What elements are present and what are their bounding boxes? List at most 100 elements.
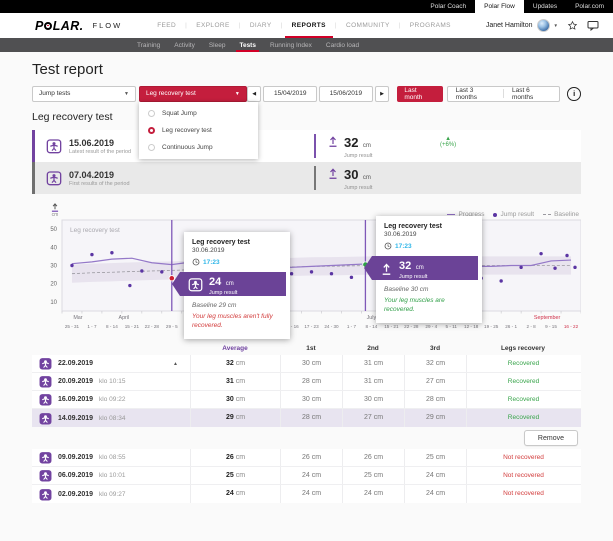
remove-button[interactable]: Remove xyxy=(523,430,578,446)
x-week-label[interactable]: 29 - 5 xyxy=(166,324,178,329)
x-week-label[interactable]: 10 - 16 xyxy=(284,324,299,329)
subnav-item-sleep[interactable]: Sleep xyxy=(208,41,226,49)
feedback-bubble-icon[interactable] xyxy=(587,20,599,31)
summary-row-first[interactable]: 07.04.2019 First results of the period 3… xyxy=(32,162,581,194)
jump-result-dot[interactable] xyxy=(565,253,569,258)
menu-item-label: Leg recovery test xyxy=(162,127,212,134)
col-legs-recovery[interactable]: Legs recovery xyxy=(500,344,546,352)
jump-result-dot[interactable] xyxy=(289,271,294,276)
menu-item-squat-jump[interactable]: Squat Jump xyxy=(139,105,258,122)
col-average[interactable]: Average xyxy=(222,344,248,352)
jump-result-dot[interactable] xyxy=(160,270,164,274)
subnav-item-tests[interactable]: Tests xyxy=(232,38,263,52)
jump-result-dot[interactable] xyxy=(70,263,74,268)
user-menu-caret-icon[interactable]: ▼ xyxy=(553,23,558,28)
next-period-button[interactable]: ▶ xyxy=(374,85,390,102)
x-week-label[interactable]: 29 - 4 xyxy=(425,324,437,329)
jump-test-icon xyxy=(46,138,62,154)
table-row[interactable]: 22.09.2019 ▲ 32 cm 30 cm 31 cm 32 cm Recovered xyxy=(32,355,581,373)
x-week-label[interactable]: 15 - 21 xyxy=(125,324,140,329)
summary-row-latest[interactable]: 15.06.2019 Latest result of the period 3… xyxy=(32,130,581,162)
jump-result-dot[interactable] xyxy=(90,252,94,257)
menu-item-continuous-jump[interactable]: Continuous Jump xyxy=(139,139,258,156)
sort-asc-icon[interactable]: ▲ xyxy=(173,360,178,367)
x-week-label[interactable]: 25 - 31 xyxy=(65,324,80,329)
nav-item-community[interactable]: COMMUNITY xyxy=(346,22,390,29)
x-week-label[interactable]: 2 - 8 xyxy=(526,324,536,329)
range-last-month-button[interactable]: Last month xyxy=(397,85,443,102)
subnav-item-activity[interactable]: Activity xyxy=(174,41,195,49)
x-week-label[interactable]: 22 - 28 xyxy=(145,324,160,329)
table-row[interactable]: 20.09.2019 klo 10:15 31 cm 28 cm 31 cm 27 cm R… xyxy=(32,373,581,391)
arrow-right-icon: ▶ xyxy=(380,90,384,97)
cell-date: 22.09.2019 ▲ xyxy=(32,355,190,372)
jump-result-dot[interactable] xyxy=(539,251,543,256)
x-week-label[interactable]: 26 - 1 xyxy=(505,324,517,329)
jump-result-dot[interactable] xyxy=(140,269,144,273)
x-week-label[interactable]: 15 - 21 xyxy=(384,324,399,329)
nav-item-reports[interactable]: REPORTS xyxy=(283,22,335,38)
table-row[interactable]: 06.09.2019 klo 10:01 25 cm 24 cm 25 cm 24 cm N… xyxy=(32,467,581,485)
x-week-label[interactable]: 24 - 30 xyxy=(324,324,339,329)
x-week-label[interactable]: 19 - 25 xyxy=(484,324,499,329)
avatar[interactable] xyxy=(536,19,550,32)
topbar-tab-polar-flow[interactable]: Polar Flow xyxy=(475,0,524,13)
cell-third: 27 cm xyxy=(404,373,466,390)
topbar-tab-updates[interactable]: Updates xyxy=(532,3,558,10)
range-last-6-months-button[interactable]: Last 6 months xyxy=(511,86,534,101)
info-button[interactable]: i xyxy=(567,86,582,101)
jump-result-dot[interactable] xyxy=(573,265,577,270)
range-last-3-months-button[interactable]: Last 3 months xyxy=(455,86,477,101)
table-row[interactable]: 02.09.2019 klo 09:27 24 cm 24 cm 24 cm 24 cm N… xyxy=(32,485,581,503)
jump-result-dot[interactable] xyxy=(128,283,132,288)
test-select[interactable]: Leg recovery test ▼ xyxy=(138,85,247,102)
x-week-label[interactable]: 1 - 7 xyxy=(347,324,357,329)
table-row[interactable]: 14.09.2019 klo 08:34 29 cm 28 cm 27 cm 29 cm R… xyxy=(32,409,581,427)
row-time: klo 08:55 xyxy=(99,454,126,461)
x-week-label[interactable]: 8 - 14 xyxy=(106,324,118,329)
jump-result-dot[interactable] xyxy=(349,275,354,280)
x-week-label[interactable]: 16 - 22 xyxy=(564,324,579,329)
polar-logo[interactable]: P LAR. xyxy=(35,19,84,33)
progress-chart[interactable]: 10 20 30 40 50 25 - 31 1 - 7 8 - 14 15 - 21 22 - … xyxy=(32,218,581,332)
nav-item-programs[interactable]: PROGRAMS xyxy=(409,22,451,29)
x-week-label[interactable]: 5 - 11 xyxy=(446,324,458,329)
jump-result-dot[interactable] xyxy=(499,279,503,283)
user-name[interactable]: Janet Hamilton xyxy=(485,22,533,29)
table-row[interactable]: 16.09.2019 klo 09:22 30 cm 30 cm 30 cm 28 cm R… xyxy=(32,391,581,409)
topbar-tab-polar-com[interactable]: Polar.com xyxy=(575,3,604,10)
jump-result-dot[interactable] xyxy=(553,266,557,270)
x-week-label[interactable]: 12 - 18 xyxy=(464,324,479,329)
col-3rd[interactable]: 3rd xyxy=(429,344,441,352)
subnav-item-training[interactable]: Training xyxy=(137,41,161,49)
x-week-label[interactable]: 1 - 7 xyxy=(87,324,97,329)
topbar-tab-polar-coach[interactable]: Polar Coach xyxy=(430,3,467,10)
table-row[interactable]: 09.09.2019 klo 08:55 26 cm 26 cm 26 cm 25 cm N… xyxy=(32,449,581,467)
menu-item-leg-recovery-test[interactable]: Leg recovery test xyxy=(139,122,258,139)
nav-item-diary[interactable]: DIARY xyxy=(249,22,272,29)
category-select[interactable]: Jump tests ▼ xyxy=(32,85,136,102)
nav-item-feed[interactable]: FEED xyxy=(157,22,177,29)
favorites-star-icon[interactable] xyxy=(567,20,578,31)
col-1st[interactable]: 1st xyxy=(306,344,316,352)
cell-legs-recovery: Recovered xyxy=(466,391,580,408)
tooltip-value-banner: 32 cm Jump result xyxy=(364,256,478,280)
x-week-label[interactable]: 17 - 23 xyxy=(304,324,319,329)
subnav-item-cardio-load[interactable]: Cardio load xyxy=(325,41,360,49)
jump-result-dot[interactable] xyxy=(110,251,114,255)
prev-period-button[interactable]: ◀ xyxy=(246,85,262,102)
col-2nd[interactable]: 2nd xyxy=(367,344,379,352)
subnav-item-running-index[interactable]: Running Index xyxy=(269,41,312,49)
x-week-label[interactable]: 9 - 15 xyxy=(545,324,557,329)
nav-item-explore[interactable]: EXPLORE xyxy=(196,22,230,29)
radio-icon xyxy=(148,110,155,117)
jump-result-dot[interactable] xyxy=(329,271,334,276)
x-week-label[interactable]: 8 - 14 xyxy=(366,324,378,329)
date-to-field[interactable]: 15/06/2019 xyxy=(319,85,373,102)
date-from-field[interactable]: 15/04/2019 xyxy=(263,85,318,102)
y-axis-unit: cm xyxy=(50,202,60,218)
radio-icon xyxy=(148,127,155,134)
jump-result-dot[interactable] xyxy=(309,270,314,274)
jump-result-dot[interactable] xyxy=(519,265,523,270)
x-week-label[interactable]: 22 - 28 xyxy=(404,324,419,329)
